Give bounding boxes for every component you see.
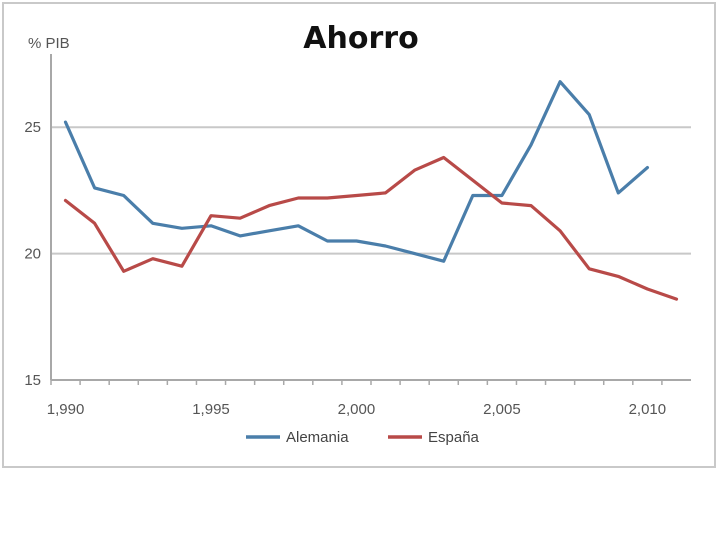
y-axis-unit-label: % PIB: [28, 35, 70, 52]
chart-frame: Ahorro % PIB 15 20 25 1,990 1,995 2,000 2,005 2…: [2, 2, 716, 468]
series-line-alemania: [63, 80, 650, 263]
tick-labels: 15 20 25 1,990 1,995 2,000 2,005 2,010: [24, 119, 666, 418]
y-tick-label: 20: [24, 246, 41, 263]
x-tick-label: 2,000: [338, 401, 376, 418]
series-lines: [63, 80, 679, 301]
series-line-españa: [63, 155, 679, 301]
y-tick-label: 25: [24, 119, 41, 136]
gridlines: [51, 126, 691, 255]
axes: [50, 54, 691, 385]
legend-label: Alemania: [286, 429, 349, 446]
line-chart: Ahorro % PIB 15 20 25 1,990 1,995 2,000 2,005 2…: [24, 21, 691, 446]
legend: Alemania España: [246, 429, 480, 446]
x-tick-label: 1,990: [47, 401, 85, 418]
y-tick-label: 15: [24, 372, 41, 389]
x-tick-label: 2,010: [629, 401, 667, 418]
legend-label: España: [428, 429, 480, 446]
x-tick-label: 2,005: [483, 401, 521, 418]
chart-title: Ahorro: [303, 21, 418, 56]
x-tick-label: 1,995: [192, 401, 230, 418]
